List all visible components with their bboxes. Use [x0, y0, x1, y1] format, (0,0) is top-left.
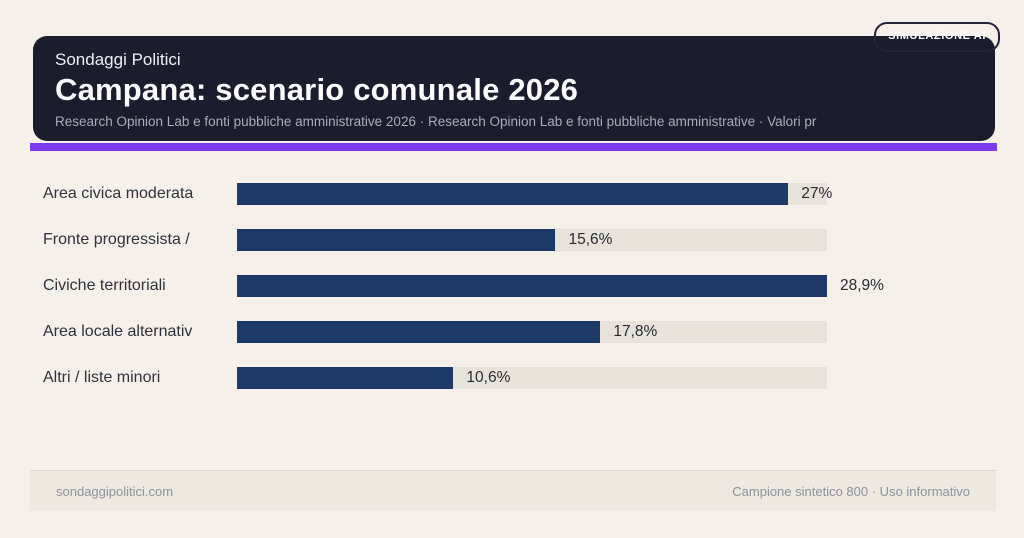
bar: [237, 321, 601, 343]
chart-row: Fronte progressista / 15,6%: [43, 229, 981, 251]
page-subtitle: Research Opinion Lab e fonti pubbliche a…: [55, 113, 817, 129]
category-label: Area civica moderata: [43, 185, 194, 202]
bar-chart: Area civica moderata 27% Fronte progressis…: [43, 183, 981, 413]
category-label: Area locale alternativ: [43, 323, 193, 340]
bar-track-wrap: 27%: [237, 183, 832, 205]
footer-band: sondaggipolitici.com Campione sintetico …: [30, 470, 996, 511]
bar-track-wrap: 15,6%: [237, 229, 827, 251]
footer-note: Campione sintetico 800 · Uso informativo: [732, 483, 970, 499]
value-label: 27%: [801, 185, 833, 202]
bar-track-wrap: 17,8%: [237, 321, 827, 343]
brand-name: Sondaggi Politici: [55, 50, 181, 69]
chart-row: Civiche territoriali 28,9%: [43, 275, 981, 297]
bar-track-wrap: 10,6%: [237, 367, 827, 389]
chart-row: Altri / liste minori 10,6%: [43, 367, 981, 389]
value-label: 28,9%: [840, 277, 884, 294]
category-label: Altri / liste minori: [43, 369, 161, 386]
value-label: 15,6%: [568, 231, 613, 248]
bar: [237, 183, 789, 205]
value-label: 17,8%: [613, 323, 658, 340]
page-title: Campana: scenario comunale 2026: [55, 72, 579, 108]
header-card: Sondaggi Politici Campana: scenario comu…: [33, 36, 995, 141]
footer-source: sondaggipolitici.com: [56, 483, 174, 499]
bar: [237, 367, 454, 389]
category-label: Civiche territoriali: [43, 277, 166, 294]
chart-row: Area locale alternativ 17,8%: [43, 321, 981, 343]
category-label: Fronte progressista /: [43, 231, 190, 248]
bar: [237, 275, 827, 297]
simulation-badge: SIMULAZIONE AI: [874, 22, 1000, 52]
accent-stripe: [30, 143, 997, 151]
value-label: 10,6%: [466, 369, 511, 386]
bar-track-wrap: 28,9%: [237, 275, 884, 297]
bar: [237, 229, 556, 251]
chart-row: Area civica moderata 27%: [43, 183, 981, 205]
